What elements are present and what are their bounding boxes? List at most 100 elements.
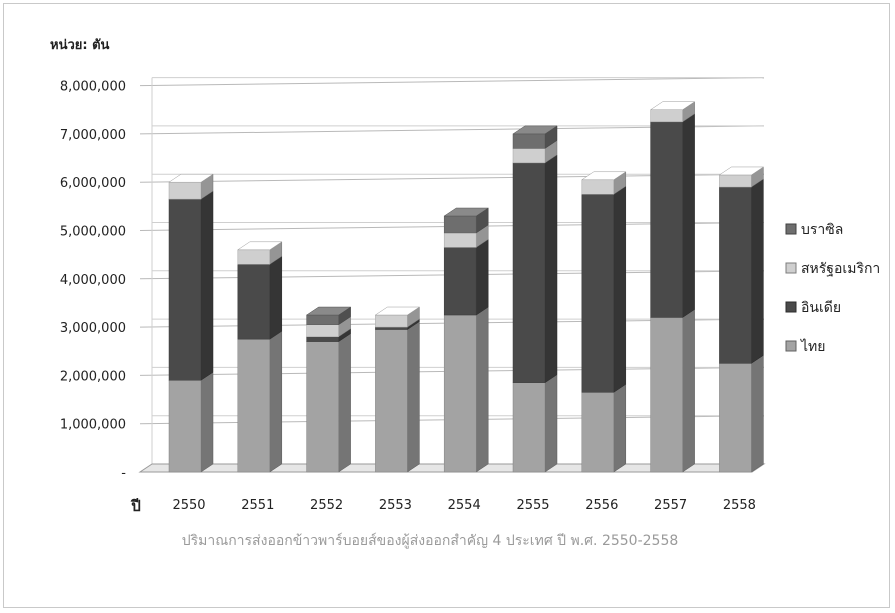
bar-segment <box>719 363 752 473</box>
y-tick-label: 2,000,000 <box>60 369 126 384</box>
unit-label: หน่วย: ตัน <box>50 38 110 53</box>
chart-caption: ปริมาณการส่งออกข้าวพาร์บอยส์ของผู้ส่งออก… <box>182 532 679 549</box>
legend-item-label: บราซิล <box>801 222 843 238</box>
bar-segment <box>375 329 408 473</box>
x-tick-label: 2550 <box>172 498 205 513</box>
legend-swatch <box>785 340 797 352</box>
bar-top <box>580 171 627 181</box>
bar-segment <box>306 336 339 342</box>
bar-segment <box>443 232 477 248</box>
bar-segment <box>306 324 339 338</box>
bar-segment <box>650 109 683 123</box>
x-tick-label: 2555 <box>516 498 549 513</box>
bar-segment <box>443 215 477 234</box>
bar-segment <box>237 249 271 265</box>
bar-segment <box>375 326 408 330</box>
bar-segment-side <box>613 185 627 393</box>
bar-segment <box>306 314 339 325</box>
bar-segment-side <box>682 308 695 473</box>
bar-segment-side <box>269 330 283 473</box>
stacked-bar-chart: หน่วย: ตัน - 1,000,000 2,000,000 3,000,000 4… <box>50 38 880 549</box>
x-tick-label: 2553 <box>379 498 412 513</box>
bar-segment-side <box>475 306 489 473</box>
legend-item-label: สหรัฐอเมริกา <box>801 261 880 277</box>
bar-segment <box>168 379 202 473</box>
y-tick-label: - <box>121 466 126 481</box>
bar-stack-2550 <box>168 173 214 473</box>
bar-segment <box>512 162 546 383</box>
chart-frame: หน่วย: ตัน - 1,000,000 2,000,000 3,000,000 4… <box>3 3 890 608</box>
bar-stack-2557 <box>649 101 696 473</box>
legend-swatch <box>785 223 797 235</box>
y-tick-label: 4,000,000 <box>60 273 126 288</box>
bar-segment <box>375 314 408 328</box>
bar-segment <box>581 194 615 393</box>
bar-segment-side <box>751 354 764 473</box>
bar-segment <box>650 317 683 473</box>
x-tick-label: 2551 <box>241 498 274 513</box>
legend-swatch <box>785 262 797 274</box>
bar-segment <box>237 338 271 473</box>
x-axis-ticks: 2550 2551 2552 2553 2554 2555 2556 2557 2558 <box>172 498 755 513</box>
bar-segment-side <box>544 374 558 473</box>
bar-segment <box>512 148 546 164</box>
bar-segment <box>443 247 477 316</box>
y-tick-label: 3,000,000 <box>60 321 126 336</box>
bar-stack-2553 <box>374 306 421 473</box>
bar-segment-side <box>338 333 351 473</box>
x-tick-label: 2557 <box>654 498 687 513</box>
y-tick-label: 1,000,000 <box>60 418 126 433</box>
y-tick-label: 8,000,000 <box>60 80 126 95</box>
bar-segment-side <box>751 178 764 364</box>
bar-segment-side <box>613 383 627 473</box>
bar-segment-side <box>544 154 558 384</box>
legend-item-label: ไทย <box>800 338 825 355</box>
bar-stack-2558 <box>718 166 765 473</box>
bar-segment <box>306 341 339 473</box>
bar-segment <box>443 314 477 473</box>
y-tick-label: 6,000,000 <box>60 176 126 191</box>
bar-top <box>718 166 765 176</box>
bar-top <box>236 241 283 251</box>
bar-segment <box>581 179 615 195</box>
bar-segment <box>719 186 752 364</box>
bar-segment <box>650 121 683 318</box>
bar-stack-2552 <box>305 306 352 473</box>
bar-segment-side <box>407 321 420 473</box>
bar-segment <box>168 181 202 200</box>
legend-item-label: อินเดีย <box>801 300 841 316</box>
y-tick-label: 5,000,000 <box>60 225 126 240</box>
bar-segment-side <box>475 238 489 316</box>
bar-segment <box>719 174 752 188</box>
bar-segment-side <box>200 371 214 473</box>
y-tick-label: 7,000,000 <box>60 128 126 143</box>
gridline <box>139 77 765 87</box>
bar-segment <box>168 198 202 381</box>
bar-segment-side <box>200 190 214 381</box>
bar-segment-side <box>682 113 695 318</box>
bar-segment <box>512 382 546 473</box>
bar-stack-2551 <box>236 241 283 473</box>
bar-stack-2554 <box>443 207 490 473</box>
legend-swatch <box>785 301 797 313</box>
y-axis-ticks: - 1,000,000 2,000,000 3,000,000 4,000,000 5,0… <box>60 80 126 481</box>
bar-top <box>512 125 558 135</box>
bar-segment <box>512 133 546 149</box>
x-tick-label: 2556 <box>585 498 618 513</box>
bar-top <box>374 306 421 316</box>
bars-layer <box>168 101 765 473</box>
x-tick-label: 2554 <box>448 498 481 513</box>
x-axis-title: ปี <box>130 497 140 515</box>
bar-stack-2555 <box>512 125 558 473</box>
bar-top <box>168 173 214 183</box>
x-tick-label: 2552 <box>310 498 343 513</box>
bar-segment-side <box>269 255 283 340</box>
bar-top <box>305 306 352 316</box>
bar-segment <box>237 264 271 340</box>
bar-top <box>443 207 490 217</box>
bar-top <box>649 101 696 110</box>
bar-segment <box>581 392 615 473</box>
bar-stack-2556 <box>580 171 627 473</box>
x-tick-label: 2558 <box>723 498 756 513</box>
